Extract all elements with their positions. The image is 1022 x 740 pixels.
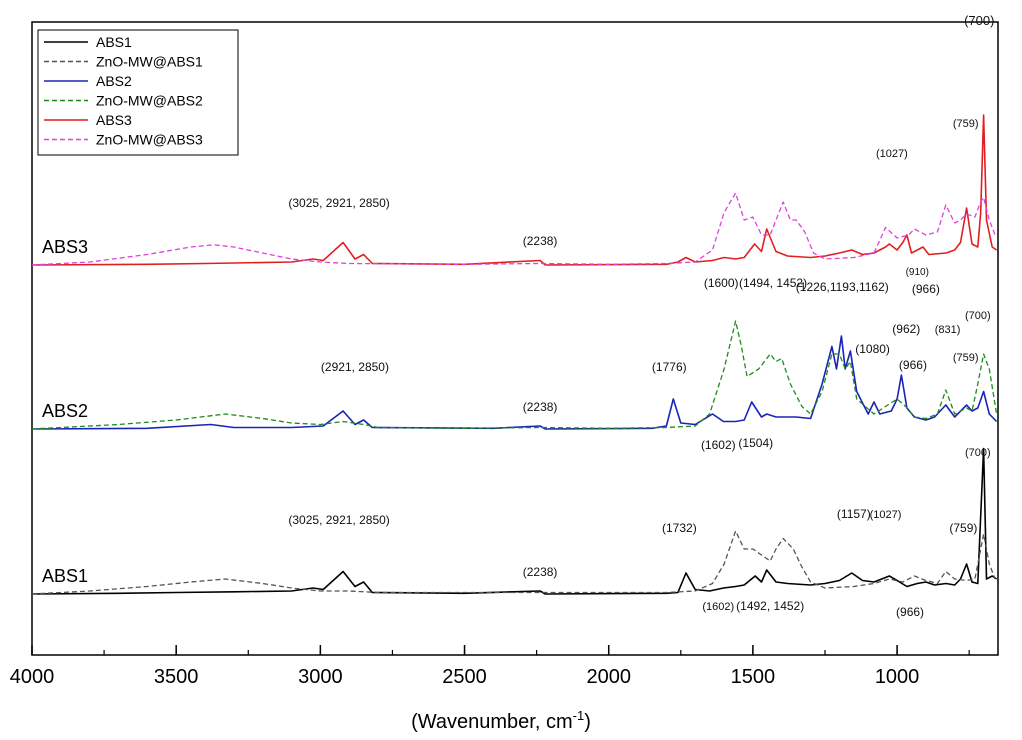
peak-annotation: (1027) bbox=[870, 509, 902, 521]
peak-annotation: (700) bbox=[964, 13, 994, 28]
x-tick-label: 1500 bbox=[731, 666, 776, 688]
x-tick-label: 2500 bbox=[442, 666, 487, 688]
peak-annotation: (3025, 2921, 2850) bbox=[288, 196, 389, 210]
legend-entry: ZnO-MW@ABS2 bbox=[96, 93, 203, 109]
x-tick-label: 2000 bbox=[586, 666, 631, 688]
peak-annotation: (1492, 1452) bbox=[736, 599, 804, 613]
legend-entry: ZnO-MW@ABS1 bbox=[96, 54, 203, 70]
legend: ABS1 ZnO-MW@ABS1 ABS2 ZnO-MW@ABS2 ABS3 ZnO-MW… bbox=[37, 29, 239, 156]
peak-annotation: (1602) bbox=[702, 601, 734, 613]
x-tick-label: 1000 bbox=[875, 666, 920, 688]
x-axis-label-main: (Wavenumber, cm bbox=[411, 711, 573, 733]
peak-annotation: (2238) bbox=[523, 400, 558, 414]
peak-annotation: (966) bbox=[899, 358, 927, 372]
peak-annotation: (3025, 2921, 2850) bbox=[288, 513, 389, 527]
x-axis-label: (Wavenumber, cm-1) bbox=[411, 708, 591, 733]
series-layer bbox=[31, 114, 998, 595]
x-axis-label-superscript: -1 bbox=[573, 708, 585, 723]
peak-annotation: (759) bbox=[953, 352, 979, 364]
peak-annotation: (759) bbox=[949, 521, 977, 535]
peak-annotation: (966) bbox=[896, 605, 924, 619]
series-line-zno-mw-abs3 bbox=[31, 192, 996, 266]
peak-annotation: (1600) bbox=[704, 276, 739, 290]
legend-entry: ABS1 bbox=[96, 34, 132, 50]
plot-frame bbox=[31, 21, 999, 656]
x-tick-label: 3000 bbox=[298, 666, 343, 688]
peak-annotation: (1157) bbox=[837, 507, 871, 521]
legend-box bbox=[37, 29, 239, 156]
peak-annotation: (831) bbox=[935, 324, 961, 336]
peak-annotation: (1732) bbox=[662, 521, 697, 535]
peak-annotation: (1494, 1452) bbox=[739, 276, 807, 290]
peak-annotation: (1027) bbox=[876, 148, 908, 160]
trace-label-abs2: ABS2 bbox=[42, 401, 88, 421]
peak-annotation: (910) bbox=[906, 267, 929, 278]
x-tick-label: 4000 bbox=[10, 666, 55, 688]
legend-entry: ABS2 bbox=[96, 73, 132, 89]
peak-annotation: (1226,1193,1162) bbox=[796, 280, 889, 294]
peak-annotation: (759) bbox=[953, 118, 979, 130]
series-line-abs1 bbox=[31, 447, 998, 595]
peak-annotation: (966) bbox=[912, 282, 940, 296]
peak-annotation: (700) bbox=[965, 310, 991, 322]
peak-annotation: (700) bbox=[965, 447, 991, 459]
peak-annotation: (1776) bbox=[652, 360, 687, 374]
peak-annotation: (962) bbox=[892, 322, 920, 336]
series-line-zno-mw-abs1 bbox=[31, 530, 996, 595]
peak-annotation: (2238) bbox=[523, 234, 558, 248]
x-axis-label-end: ) bbox=[584, 711, 591, 733]
peak-annotation: (2238) bbox=[523, 565, 558, 579]
peak-annotation: (1602) bbox=[701, 438, 736, 452]
legend-entry: ZnO-MW@ABS3 bbox=[96, 132, 203, 148]
trace-label-abs3: ABS3 bbox=[42, 237, 88, 257]
peak-annotations: (3025, 2921, 2850) (2238) (1600) (1494, 145… bbox=[288, 13, 994, 619]
peak-annotation: (1080) bbox=[855, 342, 890, 356]
x-tick-label: 3500 bbox=[154, 666, 199, 688]
trace-labels: ABS1 ABS2 ABS3 bbox=[42, 237, 88, 586]
trace-label-abs1: ABS1 bbox=[42, 566, 88, 586]
series-line-abs3 bbox=[31, 114, 998, 266]
peak-annotation: (2921, 2850) bbox=[321, 360, 389, 374]
legend-entry: ABS3 bbox=[96, 112, 132, 128]
axes: 4000 3500 3000 2500 2000 1500 1000 bbox=[10, 21, 999, 688]
series-line-abs2 bbox=[31, 335, 998, 430]
peak-annotation: (1504) bbox=[738, 436, 773, 450]
series-line-zno-mw-abs2 bbox=[31, 320, 998, 430]
